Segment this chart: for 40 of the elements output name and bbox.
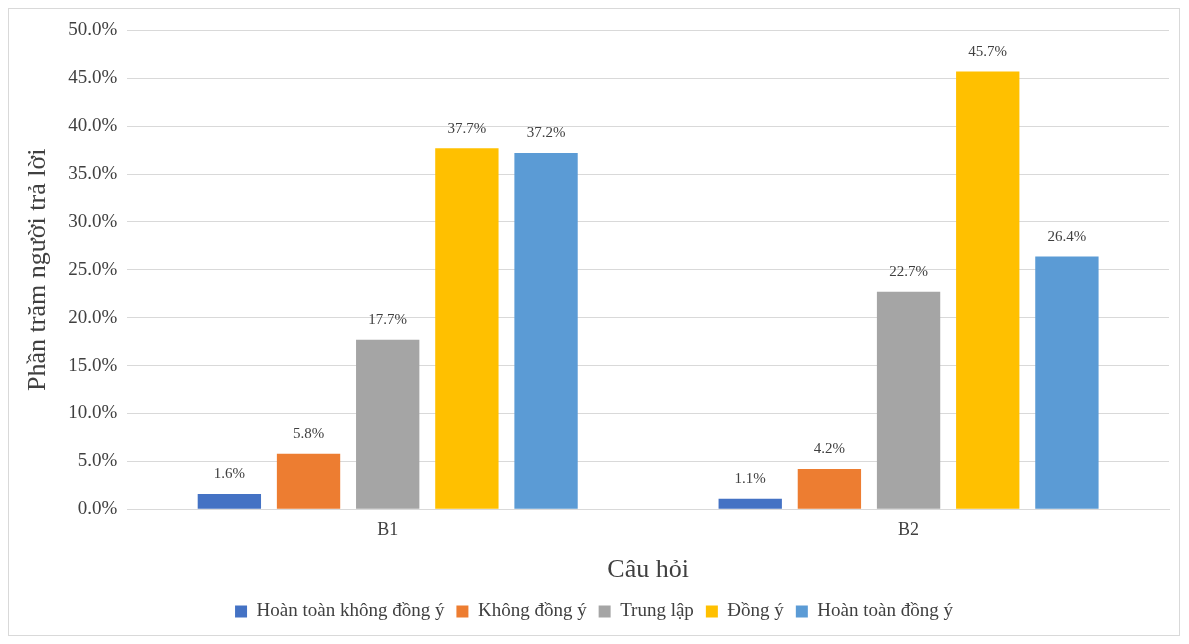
y-tick-label: 10.0% bbox=[68, 401, 118, 423]
legend-label: Đồng ý bbox=[727, 599, 785, 621]
bar bbox=[435, 148, 499, 509]
bar bbox=[276, 453, 341, 509]
y-tick-label: 5.0% bbox=[77, 449, 118, 471]
data-label: 45.7% bbox=[968, 43, 1008, 60]
y-tick-label: 30.0% bbox=[68, 209, 118, 231]
x-tick-label: B2 bbox=[898, 518, 920, 539]
y-tick-label: 15.0% bbox=[68, 353, 118, 375]
y-tick-label: 45.0% bbox=[68, 66, 118, 88]
data-label: 22.7% bbox=[889, 263, 928, 280]
data-label: 37.7% bbox=[447, 119, 487, 136]
x-axis-title: Câu hỏi bbox=[607, 554, 689, 584]
bar bbox=[1035, 256, 1099, 509]
x-tick-label: B1 bbox=[377, 518, 399, 539]
data-label: 4.2% bbox=[813, 440, 846, 457]
data-label: 37.2% bbox=[526, 124, 566, 141]
bar bbox=[718, 498, 782, 509]
y-tick-label: 50.0% bbox=[68, 18, 118, 40]
legend-label: Hoàn toàn không đồng ý bbox=[256, 599, 445, 621]
y-tick-label: 20.0% bbox=[68, 305, 118, 327]
data-label: 17.7% bbox=[368, 311, 408, 328]
bar bbox=[197, 493, 262, 509]
bar bbox=[797, 468, 862, 509]
data-label: 5.8% bbox=[292, 425, 325, 442]
data-label: 1.1% bbox=[734, 470, 766, 487]
legend-label: Hoàn toàn đồng ý bbox=[817, 599, 954, 621]
y-tick-label: 40.0% bbox=[68, 114, 118, 136]
y-tick-label: 0.0% bbox=[77, 497, 118, 519]
data-label: 26.4% bbox=[1047, 227, 1087, 244]
y-tick-label: 35.0% bbox=[68, 162, 118, 184]
bar bbox=[514, 152, 578, 509]
y-tick-label: 25.0% bbox=[68, 257, 118, 279]
legend-label: Không đồng ý bbox=[477, 599, 588, 621]
bar bbox=[876, 291, 941, 509]
legend-label: Trung lập bbox=[620, 599, 694, 621]
y-axis-title: Phần trăm người trả lời bbox=[22, 148, 52, 391]
data-label: 1.6% bbox=[213, 465, 245, 482]
bar bbox=[956, 71, 1020, 509]
bar bbox=[356, 339, 420, 509]
